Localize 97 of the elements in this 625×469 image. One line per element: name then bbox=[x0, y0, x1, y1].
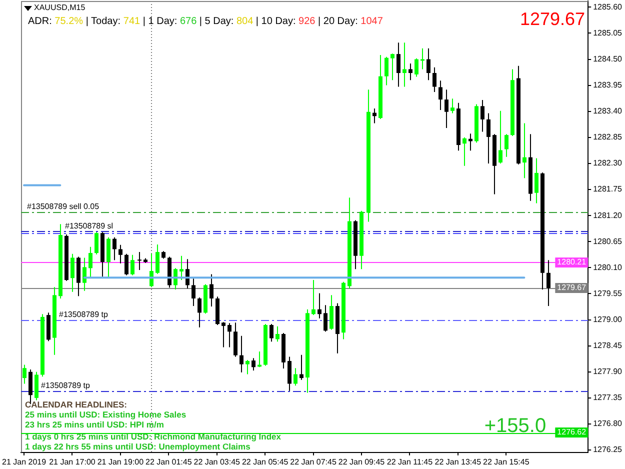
candlestick bbox=[118, 244, 122, 264]
candlestick bbox=[384, 56, 388, 86]
annotation: +155.0 bbox=[484, 414, 546, 437]
candlestick bbox=[246, 360, 250, 375]
candlestick bbox=[288, 356, 292, 392]
candlestick bbox=[210, 274, 214, 308]
annotation: 23 hrs 25 mins until USD: HPI m/m bbox=[25, 420, 164, 430]
x-tick-label: 22 Jan 05:45 bbox=[242, 457, 289, 466]
ref-line-label: 1276.62 bbox=[557, 428, 587, 437]
y-tick-label: 1279.55 bbox=[593, 288, 623, 298]
candlestick bbox=[522, 122, 526, 179]
annotation: 25 mins until USD: Existing Home Sales bbox=[25, 410, 186, 420]
y-tick-label: 1279.00 bbox=[593, 314, 623, 324]
y-tick-label: 1280.65 bbox=[593, 236, 623, 246]
y-tick-label: 1285.60 bbox=[593, 2, 623, 12]
candlestick bbox=[234, 322, 238, 358]
candlestick bbox=[402, 42, 406, 88]
x-tick-label: 22 Jan 15:45 bbox=[482, 457, 530, 466]
candlestick bbox=[330, 294, 334, 330]
y-tick-label: 1284.50 bbox=[593, 54, 623, 64]
annotation: 1279.67 bbox=[520, 8, 586, 29]
candlestick bbox=[312, 279, 316, 316]
chart-title: XAUUSD,M15 bbox=[34, 3, 86, 12]
x-tick-label: 21 Jan 2019 bbox=[2, 457, 47, 466]
candlestick bbox=[498, 110, 502, 164]
ref-line-label: 1279.67 bbox=[557, 283, 587, 292]
candlestick bbox=[252, 358, 256, 371]
y-tick-label: 1283.95 bbox=[593, 80, 623, 90]
candlestick bbox=[414, 58, 418, 78]
candlestick bbox=[534, 158, 538, 204]
y-tick-label: 1276.80 bbox=[593, 419, 623, 428]
candlestick bbox=[22, 364, 26, 384]
annotation: 1 days 22 hrs 55 mins until USD: Unemployment Claims bbox=[25, 442, 251, 452]
x-tick-label: 21 Jan 19:00 bbox=[97, 457, 144, 466]
ref-line-label: #13508789 tp bbox=[41, 381, 90, 390]
y-tick-label: 1285.05 bbox=[593, 28, 623, 38]
candlestick bbox=[112, 236, 116, 261]
candlestick bbox=[486, 112, 490, 164]
candlestick bbox=[240, 335, 244, 373]
ref-line-label: #13508789 sl bbox=[65, 221, 114, 230]
candlestick bbox=[324, 304, 328, 332]
candlestick bbox=[88, 246, 92, 279]
y-tick-label: 1281.75 bbox=[593, 184, 623, 194]
ref-line-label: #13508789 tp bbox=[59, 310, 108, 319]
ref-line-label: #13508789 sell 0.05 bbox=[27, 202, 100, 211]
annotation: CALENDAR HEADLINES: bbox=[25, 400, 128, 410]
candlestick bbox=[276, 326, 280, 342]
candlestick bbox=[390, 53, 394, 81]
x-tick-label: 22 Jan 11:45 bbox=[386, 457, 434, 466]
candlestick bbox=[318, 292, 322, 319]
candlestick bbox=[228, 322, 232, 348]
candlestick bbox=[294, 368, 298, 386]
text: ADR: 75.2% | Today: 741 | 1 Day: 676 | 5 Day: 804 | 10 Day: 926 | 20 Day: 1047 bbox=[28, 16, 383, 27]
candlestick bbox=[82, 257, 86, 292]
candlestick bbox=[450, 98, 454, 114]
annotation: 1 days 0 hrs 25 mins until USD: Richmond Manufacturing Index bbox=[25, 432, 282, 442]
candlestick bbox=[396, 42, 400, 88]
candlestick bbox=[270, 324, 274, 342]
y-tick-label: 1280.10 bbox=[593, 262, 623, 272]
candlestick bbox=[156, 244, 160, 274]
candlestick bbox=[70, 253, 74, 292]
x-tick-label: 22 Jan 03:45 bbox=[194, 457, 241, 466]
candlestick bbox=[372, 108, 376, 124]
candlestick bbox=[94, 232, 98, 255]
candlestick bbox=[432, 66, 436, 92]
x-tick-label: 21 Jan 17:00 bbox=[49, 457, 96, 466]
x-tick-label: 22 Jan 13:45 bbox=[434, 457, 482, 466]
candlestick bbox=[426, 48, 430, 81]
candlestick bbox=[480, 99, 484, 132]
x-tick-label: 22 Jan 07:45 bbox=[290, 457, 337, 466]
ref-line-label: 1280.21 bbox=[557, 258, 587, 267]
candlestick bbox=[130, 254, 134, 276]
candlestick bbox=[34, 371, 38, 401]
candlestick bbox=[444, 89, 448, 128]
candlestick bbox=[546, 260, 550, 307]
candlestick bbox=[222, 322, 226, 348]
candlestick bbox=[106, 236, 110, 278]
candlestick bbox=[504, 134, 508, 158]
y-tick-label: 1278.45 bbox=[593, 341, 623, 350]
y-tick-label: 1283.40 bbox=[593, 106, 623, 116]
y-tick-label: 1282.30 bbox=[593, 158, 623, 168]
y-tick-label: 1276.25 bbox=[593, 445, 623, 454]
y-tick-label: 1282.85 bbox=[593, 132, 623, 142]
y-tick-label: 1277.90 bbox=[593, 367, 623, 376]
candlestick bbox=[180, 255, 184, 280]
candlestick bbox=[300, 354, 304, 380]
x-tick-label: 22 Jan 01:45 bbox=[146, 457, 192, 466]
candlestick bbox=[408, 63, 412, 81]
candlestick bbox=[138, 252, 142, 271]
candlestick bbox=[124, 253, 128, 276]
y-tick-label: 1277.35 bbox=[593, 393, 623, 402]
y-tick-label: 1281.20 bbox=[593, 210, 623, 220]
x-tick-label: 22 Jan 09:45 bbox=[338, 457, 386, 466]
candlestick bbox=[198, 297, 202, 328]
candlestick bbox=[462, 136, 466, 166]
candlestick bbox=[192, 278, 196, 307]
candlestick bbox=[438, 80, 442, 110]
